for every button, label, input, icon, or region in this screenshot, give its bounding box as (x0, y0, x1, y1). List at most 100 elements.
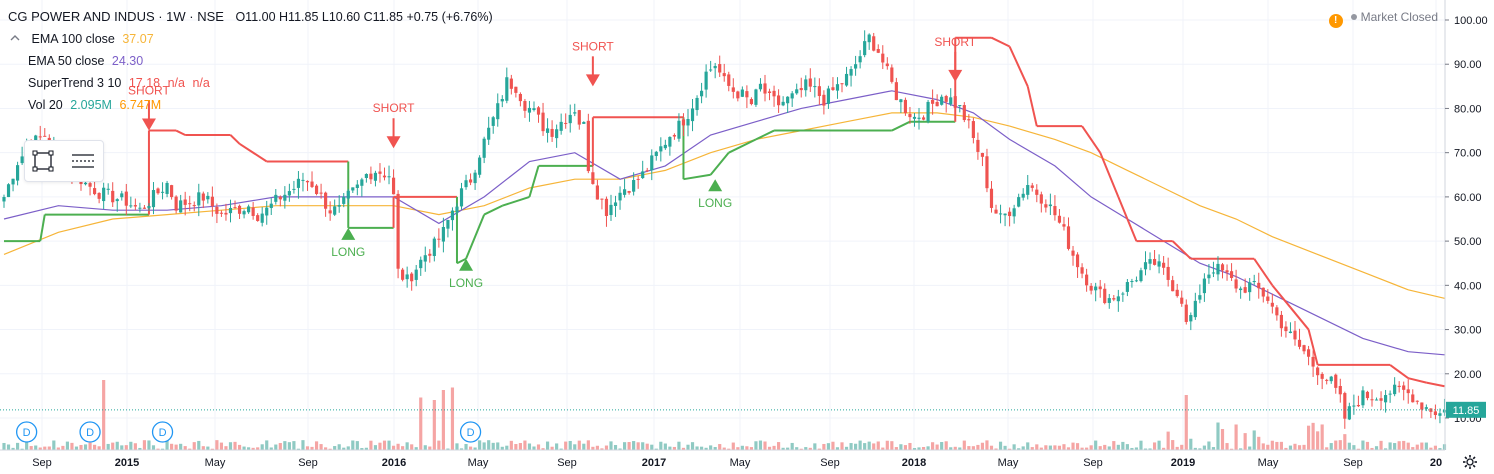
volume-bar (346, 446, 350, 450)
volume-bar (1320, 424, 1324, 450)
volume-bar (541, 448, 545, 450)
symbol-row: CG POWER AND INDUS · 1W · NSE O11.00 H11… (8, 6, 493, 28)
volume-bars (2, 380, 1447, 450)
lines-settings-icon[interactable] (69, 147, 97, 175)
candle-body (659, 146, 663, 152)
volume-bar (1438, 448, 1442, 450)
volume-bar (1066, 447, 1071, 450)
volume-bar (1053, 445, 1057, 450)
volume-bar (382, 440, 387, 450)
volume-bar (274, 444, 278, 450)
volume-bar (1302, 444, 1306, 450)
volume-bar (500, 446, 504, 450)
candle-body (188, 203, 192, 205)
volume-bar (1361, 440, 1365, 450)
supertrend-segment (728, 138, 757, 154)
candle-body (1098, 286, 1102, 290)
volume-bar (1220, 429, 1225, 450)
volume-bar (391, 445, 396, 450)
indicator-row-ema100[interactable]: EMA 100 close 37.07 (8, 28, 493, 50)
long-arrow-icon (341, 227, 356, 240)
volume-bar (83, 444, 88, 450)
candle-body (83, 182, 88, 185)
candle-body (382, 175, 387, 178)
volume-bar (731, 442, 735, 450)
candle-body (346, 190, 350, 199)
candle-body (690, 108, 695, 122)
market-status[interactable]: ! Market Closed (1328, 10, 1438, 28)
candle-body (43, 135, 47, 137)
indicator-row-ema50[interactable]: EMA 50 close 24.30 (8, 50, 493, 72)
volume-bar (690, 442, 695, 450)
volume-bar (677, 441, 681, 450)
ema50-line (3, 90, 1445, 356)
volume-bar (251, 447, 255, 450)
candle-body (731, 87, 735, 92)
candle-body (251, 207, 255, 216)
drawing-toolbox (24, 140, 104, 182)
volume-bar (129, 441, 133, 450)
indicator-row-volume[interactable]: Vol 20 2.095M 6.747M (8, 94, 493, 116)
candle-body (256, 215, 260, 221)
volume-bar (124, 445, 128, 450)
volume-bar (844, 446, 849, 450)
rectangle-tool-icon[interactable] (29, 147, 57, 175)
chart-legend: CG POWER AND INDUS · 1W · NSE O11.00 H11… (8, 6, 493, 116)
volume-bar (704, 447, 708, 450)
candle-body (1003, 213, 1007, 216)
candle-body (1162, 262, 1166, 268)
candle-body (754, 89, 758, 105)
volume-bar (405, 442, 409, 450)
candle-body (758, 83, 763, 90)
candle-body (1193, 300, 1197, 318)
volume-bar (645, 443, 649, 450)
volume-bar (2, 442, 6, 450)
candle-body (201, 193, 205, 201)
volume-bar (1293, 443, 1297, 450)
candle-body (391, 177, 396, 195)
volume-bar (1352, 445, 1356, 450)
indicator-row-supertrend[interactable]: SuperTrend 3 10 17.18 n/a n/a (8, 72, 493, 94)
volume-bar (324, 447, 328, 450)
volume-bar (831, 441, 835, 450)
volume-bar (111, 442, 115, 450)
candle-body (206, 195, 210, 200)
dividend-icon (151, 421, 174, 443)
candle-body (681, 119, 686, 126)
candle-body (482, 138, 486, 158)
supertrend-line (4, 36, 1445, 388)
volume-bar (854, 443, 858, 450)
gear-icon[interactable] (1462, 454, 1478, 470)
candle-body (1334, 374, 1338, 388)
chevron-up-icon[interactable] (8, 31, 22, 45)
volume-bar (210, 448, 214, 450)
symbol-title[interactable]: CG POWER AND INDUS · 1W · NSE (8, 9, 224, 24)
candle-body (360, 179, 364, 186)
candle-body (446, 219, 450, 229)
candle-body (854, 64, 858, 69)
candle-body (1175, 289, 1179, 297)
volume-bar (1325, 447, 1329, 450)
candle-body (505, 77, 509, 101)
volume-bar (224, 446, 228, 450)
supertrend-segment (1271, 284, 1292, 309)
candle-body (609, 204, 613, 216)
ohlc-close: C11.85 (363, 10, 403, 24)
candle-body (844, 73, 849, 86)
volume-bar (659, 441, 663, 450)
candle-body (672, 135, 676, 137)
candle-body (962, 105, 966, 121)
volume-bar (976, 444, 980, 450)
candle-body (595, 185, 599, 200)
volume-bar (686, 444, 690, 450)
warning-icon[interactable]: ! (1328, 14, 1343, 28)
volume-bar (604, 445, 609, 450)
candle-body (1116, 296, 1120, 302)
candle-body (138, 207, 142, 209)
volume-bar (1406, 442, 1410, 450)
volume-bar (1039, 447, 1043, 450)
volume-bar (1402, 440, 1406, 450)
volume-bar (1152, 442, 1157, 450)
candle-body (464, 180, 468, 188)
